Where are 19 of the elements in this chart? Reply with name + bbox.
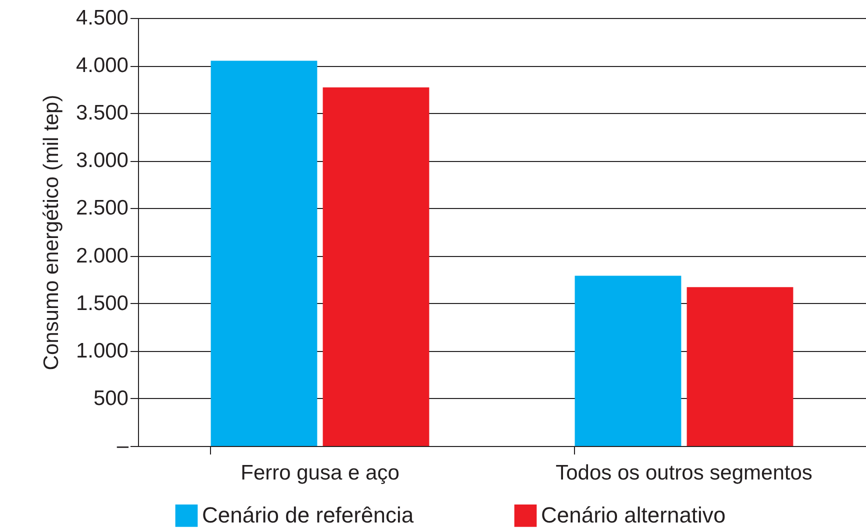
y-tick-label: 3.000 [76, 149, 128, 172]
bar [210, 60, 318, 446]
x-tick-label: Todos os outros segmentos [556, 462, 812, 484]
y-tick-label: – [116, 434, 129, 458]
y-axis-title: Consumo energético (mil tep) [40, 94, 63, 370]
y-tick-label: 500 [93, 386, 128, 410]
legend-label: Cenário de referência [202, 502, 414, 528]
bar [686, 287, 794, 446]
y-tick-label: 4.500 [76, 6, 128, 30]
legend-label: Cenário alternativo [541, 502, 726, 528]
y-tick-label: 3.500 [76, 102, 128, 125]
bar [322, 87, 430, 446]
bar [574, 276, 682, 446]
y-tick-label: 1.000 [76, 339, 128, 362]
x-tick-label: Ferro gusa e aço [240, 462, 400, 484]
y-tick-label: 2.500 [76, 196, 128, 220]
y-tick-label: 4.000 [76, 54, 128, 78]
y-tick-label: 1.500 [76, 292, 128, 315]
y-tick-label: 2.000 [76, 244, 128, 268]
